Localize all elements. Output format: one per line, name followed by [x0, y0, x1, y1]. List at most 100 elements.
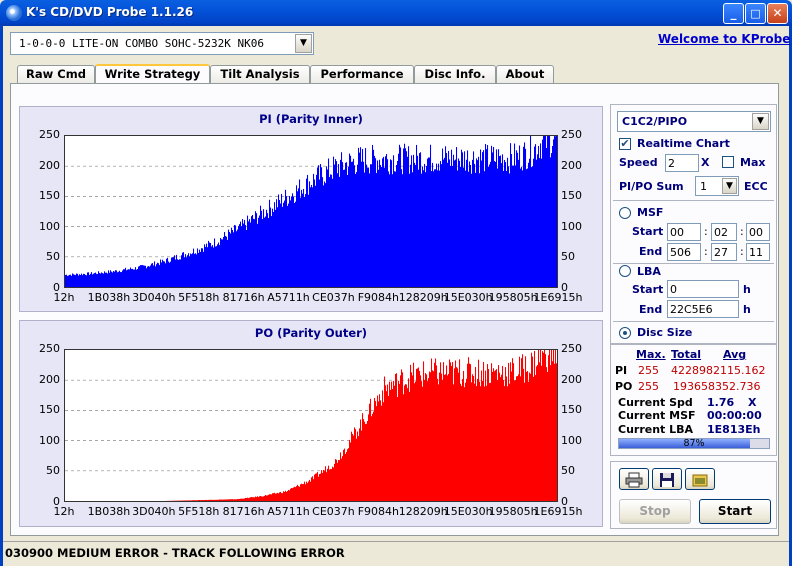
data-bar: [507, 157, 509, 287]
data-bar: [505, 162, 507, 287]
data-bar: [194, 253, 196, 287]
x-tick-label: F9084h: [357, 291, 400, 304]
data-bar: [528, 162, 530, 287]
data-bar: [407, 156, 409, 287]
tab-disc-info[interactable]: Disc Info.: [414, 65, 496, 83]
stop-button[interactable]: Stop: [619, 499, 691, 524]
data-bar: [411, 155, 413, 287]
data-bar: [160, 259, 162, 287]
data-bar: [386, 154, 388, 287]
data-bar: [275, 209, 277, 287]
data-bar: [98, 271, 100, 287]
data-bar: [352, 433, 354, 501]
data-bar: [387, 384, 389, 501]
data-bar: [216, 499, 218, 501]
data-bar: [535, 375, 537, 501]
data-bar: [303, 483, 305, 501]
data-bar: [218, 242, 220, 287]
data-bar: [295, 487, 297, 501]
data-bar: [556, 136, 557, 287]
data-bar: [387, 159, 389, 287]
lba-start-input[interactable]: 0: [667, 280, 739, 298]
data-bar: [297, 484, 299, 501]
msf-start-frame[interactable]: 00: [746, 223, 770, 241]
mode-select-value: C1C2/PIPO: [622, 115, 688, 128]
tab-about[interactable]: About: [496, 65, 554, 83]
data-bar: [272, 493, 274, 501]
data-bar: [241, 498, 243, 501]
welcome-link[interactable]: Welcome to KProbe: [658, 32, 791, 46]
mode-select[interactable]: C1C2/PIPO ▼: [617, 111, 771, 132]
data-bar: [475, 172, 477, 287]
msf-radio[interactable]: [619, 207, 631, 219]
data-bar: [320, 164, 322, 287]
data-bar: [404, 143, 406, 287]
data-bar: [322, 472, 324, 501]
data-bar: [397, 161, 399, 287]
data-bar: [285, 490, 287, 501]
tab-performance[interactable]: Performance: [310, 65, 414, 83]
chevron-down-icon[interactable]: ▼: [722, 178, 737, 194]
msf-start-min[interactable]: 00: [667, 223, 701, 241]
y-tick-label: 100: [39, 219, 60, 233]
speed-input[interactable]: 2: [665, 154, 699, 172]
lba-end-input[interactable]: 22C5E6: [667, 300, 739, 318]
msf-start-sec[interactable]: 02: [711, 223, 737, 241]
data-bar: [361, 161, 363, 287]
max-label: Max: [740, 156, 766, 169]
data-bar: [155, 266, 157, 287]
data-bar: [551, 350, 553, 501]
x-tick-label: 128209h: [398, 291, 448, 304]
open-button[interactable]: [685, 468, 715, 490]
maximize-button[interactable]: □: [745, 3, 766, 24]
data-bar: [81, 273, 83, 287]
data-bar: [318, 165, 320, 287]
data-bar: [199, 500, 201, 501]
tab-tilt-analysis[interactable]: Tilt Analysis: [210, 65, 310, 83]
po-total-avg-value: 193658352.736: [673, 380, 761, 393]
data-bar: [240, 498, 242, 501]
lba-start-label: Start: [632, 283, 664, 296]
max-checkbox[interactable]: [722, 156, 734, 168]
msf-end-min[interactable]: 506: [667, 243, 701, 261]
chevron-down-icon[interactable]: ▼: [295, 34, 312, 53]
start-button[interactable]: Start: [699, 499, 771, 524]
print-button[interactable]: [619, 468, 649, 490]
data-bar: [319, 179, 321, 287]
save-button[interactable]: [652, 468, 682, 490]
data-bar: [307, 174, 309, 287]
tab-raw-cmd[interactable]: Raw Cmd: [17, 65, 95, 83]
data-bar: [214, 238, 216, 287]
data-bar: [80, 274, 82, 287]
data-bar: [178, 259, 180, 287]
data-bar: [445, 374, 447, 501]
data-bar: [516, 150, 518, 287]
msf-end-sec[interactable]: 27: [711, 243, 737, 261]
chevron-down-icon[interactable]: ▼: [752, 113, 769, 130]
data-bar: [159, 265, 161, 287]
data-bar: [429, 371, 431, 501]
data-bar: [553, 139, 555, 287]
drive-select[interactable]: 1-0-0-0 LITE-ON COMBO SOHC-5232K NK06 ▼: [10, 32, 314, 55]
msf-end-frame[interactable]: 11: [746, 243, 770, 261]
data-bar: [71, 275, 73, 287]
data-bar: [505, 367, 507, 501]
data-bar: [267, 495, 269, 501]
lba-radio[interactable]: [619, 265, 631, 277]
data-bar: [424, 163, 426, 287]
data-bar: [426, 374, 428, 501]
tab-write-strategy[interactable]: Write Strategy: [95, 64, 210, 84]
x-tick-label: 81716h: [222, 291, 265, 304]
minimize-button[interactable]: _: [723, 3, 744, 24]
sum-select[interactable]: 1 ▼: [695, 176, 739, 196]
data-bar: [478, 156, 480, 287]
current-speed-x: X: [748, 396, 757, 409]
po-plot-area: [64, 349, 558, 502]
data-bar: [529, 158, 531, 287]
pi-max-value: 255: [638, 364, 659, 377]
data-bar: [382, 158, 384, 287]
data-bar: [477, 160, 479, 287]
disc-size-radio[interactable]: [619, 327, 631, 339]
close-button[interactable]: ✕: [767, 3, 788, 24]
realtime-checkbox[interactable]: ✔: [619, 137, 631, 150]
